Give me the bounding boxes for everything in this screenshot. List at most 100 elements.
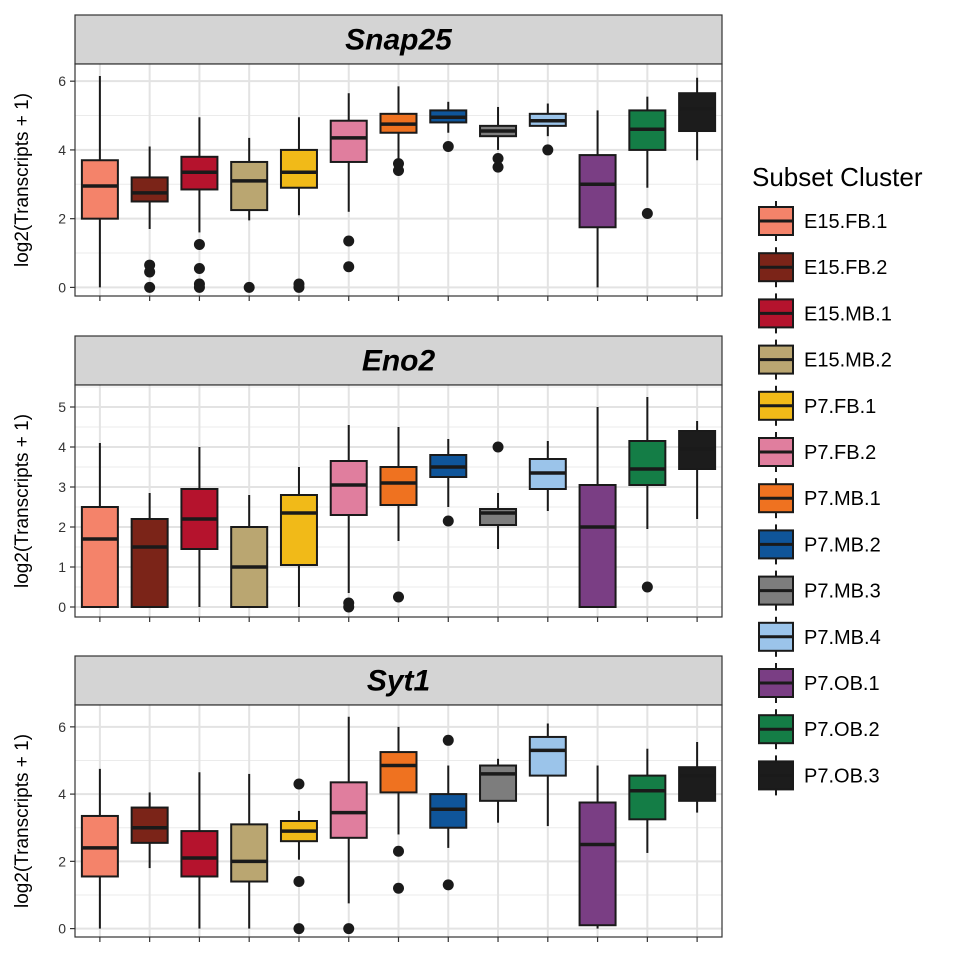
outlier-point	[641, 581, 653, 593]
box-E15.FB.1	[80, 443, 119, 608]
box-E15.MB.2	[230, 495, 269, 608]
legend-item: P7.MB.2	[758, 524, 881, 565]
box-iqr	[329, 781, 368, 839]
outlier-point	[144, 281, 156, 293]
legend-label: P7.OB.1	[804, 673, 880, 695]
box-iqr	[279, 494, 318, 566]
outlier-point	[293, 923, 305, 935]
box-iqr	[628, 774, 667, 821]
legend-item: P7.MB.3	[758, 570, 881, 611]
panel-snap25: Snap25 0 2 4 6 log2(Transcripts + 1)	[12, 14, 723, 301]
panel-strip	[74, 335, 723, 386]
box-P7.FB.2	[329, 93, 368, 273]
box-iqr	[329, 460, 368, 516]
y-tick-label: 4	[58, 786, 66, 802]
box-P7.FB.1	[279, 117, 318, 293]
box-iqr	[528, 735, 567, 777]
box-E15.MB.1	[180, 117, 219, 293]
box-iqr	[628, 440, 667, 486]
outlier-point	[343, 923, 355, 935]
box-P7.OB.2	[628, 96, 667, 220]
box-E15.FB.1	[80, 76, 119, 288]
box-P7.OB.3	[678, 741, 717, 813]
legend-label: P7.OB.3	[804, 765, 880, 787]
box-iqr	[578, 484, 617, 608]
outlier-point	[144, 259, 156, 271]
legend-item: E15.FB.1	[758, 201, 887, 241]
box-iqr	[230, 823, 269, 883]
y-tick-label: 0	[58, 921, 66, 937]
box-iqr	[230, 160, 269, 212]
outlier-point	[343, 235, 355, 247]
panel-syt1: Syt1 0 2 4 6 log2(Transcripts + 1)	[12, 655, 723, 942]
box-E15.FB.2	[130, 792, 169, 869]
legend-label: E15.FB.1	[804, 211, 887, 233]
y-tick-label: 1	[58, 559, 66, 575]
box-E15.FB.2	[130, 146, 169, 293]
outlier-point	[243, 281, 255, 293]
y-tick-label: 4	[58, 439, 66, 455]
box-iqr	[479, 764, 518, 802]
legend-label: P7.MB.1	[804, 488, 881, 510]
box-iqr	[80, 159, 119, 220]
legend-item: E15.MB.1	[758, 293, 892, 334]
y-tick-label: 3	[58, 479, 66, 495]
legend-label: E15.FB.2	[804, 257, 887, 279]
box-P7.OB.1	[578, 110, 617, 288]
box-P7.MB.4	[528, 723, 567, 827]
box-iqr	[180, 830, 219, 878]
box-E15.MB.2	[230, 137, 269, 293]
box-iqr	[279, 148, 318, 189]
legend-item: P7.FB.2	[758, 432, 876, 472]
outlier-point	[393, 591, 404, 603]
box-P7.FB.1	[279, 467, 318, 607]
box-P7.OB.2	[628, 748, 667, 853]
box-P7.MB.3	[479, 441, 518, 549]
box-P7.FB.1	[279, 778, 318, 935]
outlier-point	[393, 845, 404, 857]
box-iqr	[329, 119, 368, 163]
y-tick-label: 0	[58, 279, 66, 295]
box-iqr	[80, 506, 119, 608]
box-iqr	[678, 766, 717, 802]
box-P7.MB.1	[379, 726, 418, 894]
y-tick-label: 0	[58, 599, 66, 615]
box-P7.OB.1	[578, 407, 617, 608]
box-P7.FB.2	[329, 425, 368, 613]
outlier-point	[641, 208, 653, 220]
panel-strip	[74, 655, 723, 706]
box-P7.OB.2	[628, 397, 667, 593]
legend-title: Subset Cluster	[752, 162, 923, 192]
box-P7.MB.4	[528, 441, 567, 511]
box-P7.OB.3	[678, 77, 717, 161]
panel-eno2: Eno2 0 1 2 3 4 5 log2(Transcripts + 1)	[12, 335, 723, 622]
outlier-point	[492, 441, 504, 453]
box-iqr	[578, 154, 617, 229]
box-P7.FB.2	[329, 716, 368, 935]
box-iqr	[130, 518, 169, 608]
outlier-point	[193, 238, 205, 250]
y-tick-label: 2	[58, 519, 66, 535]
legend-label: P7.MB.2	[804, 534, 881, 556]
y-tick-label: 2	[58, 853, 66, 869]
legend-label: P7.OB.2	[804, 719, 880, 741]
outlier-point	[393, 882, 404, 894]
outlier-point	[343, 261, 355, 273]
box-P7.MB.1	[379, 427, 418, 603]
outlier-point	[442, 734, 454, 746]
legend-item: E15.MB.2	[758, 339, 892, 380]
outlier-point	[442, 515, 454, 527]
y-axis-label: log2(Transcripts + 1)	[12, 414, 33, 588]
box-E15.MB.1	[180, 447, 219, 607]
box-P7.OB.3	[678, 421, 717, 519]
box-iqr	[130, 176, 169, 203]
outlier-point	[492, 161, 504, 173]
y-axis-label: log2(Transcripts + 1)	[12, 93, 33, 267]
legend-label: E15.MB.2	[804, 350, 892, 372]
box-iqr	[379, 466, 418, 506]
legend-item: P7.FB.1	[758, 385, 876, 426]
outlier-point	[293, 278, 305, 290]
y-tick-label: 5	[58, 399, 66, 415]
